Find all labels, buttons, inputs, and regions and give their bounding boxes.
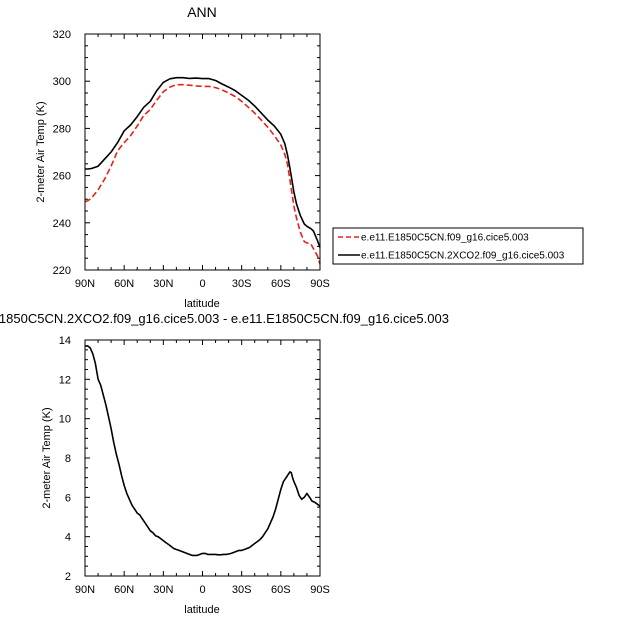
y-tick-label: 6 xyxy=(65,492,71,504)
y-tick-label: 320 xyxy=(53,29,71,41)
top-y-axis-label: 2-meter Air Temp (K) xyxy=(35,101,47,202)
x-tick-label: 30N xyxy=(153,584,173,596)
x-tick-label: 30N xyxy=(153,278,173,290)
y-tick-label: 260 xyxy=(53,171,71,183)
bottom-x-axis-label: latitude xyxy=(184,604,219,616)
x-tick-label: 60N xyxy=(114,278,134,290)
x-tick-label: 90S xyxy=(310,584,330,596)
y-tick-label: 2 xyxy=(65,571,71,583)
x-tick-label: 30S xyxy=(232,278,252,290)
y-tick-label: 300 xyxy=(53,76,71,88)
x-tick-label: 60N xyxy=(114,584,134,596)
bottom-y-tick-labels: 2 4 6 8 10 12 14 xyxy=(59,335,71,583)
top-y-tick-labels: 220 240 260 280 300 320 xyxy=(53,29,71,277)
y-tick-label: 240 xyxy=(53,218,71,230)
top-series xyxy=(84,76,321,265)
x-tick-label: 90N xyxy=(75,584,95,596)
x-tick-label: 30S xyxy=(232,584,252,596)
legend-box xyxy=(332,227,584,265)
top-x-tick-labels: 90N 60N 30N 0 30S 60S 90S xyxy=(75,278,330,290)
bottom-series xyxy=(85,345,321,557)
top-x-axis-label: latitude xyxy=(184,298,219,310)
x-tick-label: 60S xyxy=(271,278,291,290)
top-plot-frame xyxy=(84,33,321,271)
y-tick-label: 4 xyxy=(65,532,71,544)
bottom-panel: e.e11.E1850C5CN.2XCO2.f09_g16.cice5.003 … xyxy=(0,311,449,616)
series-line-1 xyxy=(85,76,321,248)
top-panel: ANN 90N 60N 30N 0 30S 60S 90S 220 240 260 280 300 3… xyxy=(35,4,330,310)
bottom-plot-frame xyxy=(84,339,321,577)
bottom-x-tick-labels: 90N 60N 30N 0 30S 60S 90S xyxy=(75,584,330,596)
series-line-0 xyxy=(84,83,321,265)
y-tick-label: 8 xyxy=(65,453,71,465)
legend-label-control: e.e11.E1850C5CN.f09_g16.cice5.003 xyxy=(361,233,529,244)
y-tick-label: 12 xyxy=(59,374,71,386)
x-tick-label: 90S xyxy=(310,278,330,290)
legend-label-2xco2: e.e11.E1850C5CN.2XCO2.f09_g16.cice5.003 xyxy=(361,251,565,262)
x-tick-label: 60S xyxy=(271,584,291,596)
y-tick-label: 280 xyxy=(53,123,71,135)
bottom-title: e.e11.E1850C5CN.2XCO2.f09_g16.cice5.003 … xyxy=(0,311,449,326)
bottom-ticks xyxy=(84,339,321,577)
x-tick-label: 0 xyxy=(199,278,205,290)
bottom-y-axis-label: 2-meter Air Temp (K) xyxy=(41,407,53,508)
y-tick-label: 14 xyxy=(59,335,71,347)
top-title: ANN xyxy=(187,4,217,20)
x-tick-label: 90N xyxy=(75,278,95,290)
difference-line xyxy=(85,345,321,557)
top-ticks xyxy=(84,33,321,271)
legend: e.e11.E1850C5CN.f09_g16.cice5.003 e.e11.… xyxy=(332,227,584,265)
y-tick-label: 10 xyxy=(59,414,71,426)
y-tick-label: 220 xyxy=(53,265,71,277)
x-tick-label: 0 xyxy=(199,584,205,596)
